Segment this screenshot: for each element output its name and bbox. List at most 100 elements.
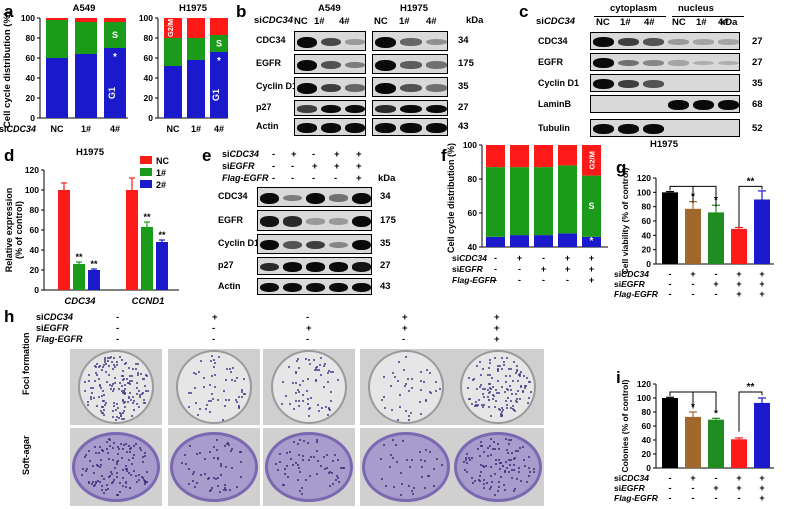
panel-e-blot-3-band-0 bbox=[259, 262, 280, 272]
panel-h-soft-colony bbox=[131, 462, 134, 465]
panel-b-lane-a549-0: NC bbox=[294, 16, 308, 27]
panel-h-soft-colony bbox=[110, 470, 113, 473]
panel-d-xtick-1: CCND1 bbox=[132, 296, 165, 307]
panel-h-soft-colony bbox=[501, 464, 504, 467]
panel-e-blot-1-band-1 bbox=[282, 216, 303, 227]
panel-h-soft-colony bbox=[138, 473, 141, 476]
panel-h-soft-colony bbox=[107, 487, 110, 490]
panel-i-star-2: * bbox=[714, 408, 718, 419]
panel-b-row-label-0: CDC34 bbox=[256, 35, 286, 45]
panel-h-foci-colony bbox=[320, 374, 323, 377]
panel-h-soft-colony bbox=[298, 490, 301, 493]
panel-h-foci-colony bbox=[105, 380, 108, 383]
panel-c-blot-3 bbox=[590, 95, 740, 113]
panel-a-bar-s-0-2 bbox=[104, 22, 126, 48]
panel-i-ylabel: Colonies (% of control) bbox=[620, 379, 630, 472]
panel-h-foci-colony bbox=[132, 400, 135, 403]
panel-h-sign-2-2: - bbox=[306, 334, 310, 345]
panel-h-foci-colony bbox=[108, 357, 111, 360]
panel-h-foci-colony bbox=[507, 389, 510, 392]
panel-h-soft-colony bbox=[423, 459, 426, 462]
panel-h-foci-colony bbox=[130, 399, 133, 402]
panel-d-ylabel-2: (% of control) bbox=[14, 201, 24, 259]
panel-h-foci-colony bbox=[295, 399, 298, 402]
panel-e-kda-value-2: 35 bbox=[380, 238, 391, 249]
panel-h-soft-colony bbox=[335, 475, 338, 478]
panel-h-soft-colony bbox=[238, 451, 241, 454]
panel-h-foci-colony bbox=[101, 411, 104, 414]
panel-h-soft-colony bbox=[113, 467, 116, 470]
panel-a-bar-g1-0-2 bbox=[104, 48, 126, 118]
panel-h-soft-colony bbox=[128, 487, 131, 490]
panel-h-soft-colony bbox=[497, 459, 500, 462]
panel-h-soft-colony bbox=[326, 466, 329, 469]
panel-d-ytick-label-0: 0 bbox=[34, 285, 39, 295]
panel-h-soft-colony bbox=[302, 440, 305, 443]
panel-h-foci-colony bbox=[98, 377, 101, 380]
panel-e-kda-value-0: 34 bbox=[380, 191, 391, 202]
panel-h-soft-colony bbox=[278, 461, 281, 464]
panel-h-soft-colony bbox=[208, 451, 211, 454]
panel-e-row-label-1: EGFR bbox=[218, 214, 244, 225]
panel-f-sign-2-1: - bbox=[518, 275, 521, 285]
panel-h-foci-dish-0 bbox=[78, 350, 154, 424]
panel-h-soft-colony bbox=[216, 457, 219, 459]
panel-h-foci-colony bbox=[297, 366, 300, 369]
panel-b-blot-a549-2-band-2 bbox=[344, 84, 365, 92]
panel-h-sign-1-3: + bbox=[402, 323, 408, 334]
panel-h-soft-colony bbox=[132, 444, 135, 447]
panel-h-foci-colony bbox=[515, 397, 518, 400]
panel-i-sign-2-4: + bbox=[759, 493, 764, 503]
panel-h-soft-colony bbox=[95, 452, 98, 455]
panel-h-foci-colony bbox=[104, 404, 107, 407]
panel-h-foci-colony bbox=[97, 395, 100, 398]
panel-h-foci-colony bbox=[99, 384, 102, 387]
panel-i-sign-2-3: - bbox=[738, 493, 741, 503]
panel-e-row-label-3: p27 bbox=[218, 260, 234, 270]
panel-e-sign-0-1: + bbox=[291, 149, 297, 160]
panel-h-foci-colony bbox=[305, 390, 308, 393]
panel-h-foci-colony bbox=[122, 392, 125, 395]
panel-h-soft-colony bbox=[419, 451, 422, 454]
panel-g-bar-3 bbox=[731, 228, 747, 264]
panel-h-soft-colony bbox=[144, 479, 147, 482]
panel-b-blot-h1975-0-band-1 bbox=[400, 38, 422, 46]
panel-a-bar-g2m-1-1 bbox=[187, 18, 205, 38]
panel-h-foci-colony bbox=[479, 385, 482, 388]
panel-h-soft-colony bbox=[499, 461, 502, 464]
panel-h-foci-colony bbox=[328, 370, 331, 373]
panel-h-soft-colony bbox=[480, 445, 483, 448]
panel-h-soft-colony bbox=[230, 467, 233, 470]
panel-h-foci-colony bbox=[329, 370, 332, 373]
panel-h-foci-colony bbox=[137, 362, 140, 365]
panel-h-foci-colony bbox=[241, 388, 244, 391]
panel-h-soft-colony bbox=[122, 484, 125, 487]
panel-h-foci-colony bbox=[130, 374, 133, 377]
panel-h-foci-colony bbox=[210, 400, 213, 403]
panel-h-foci-colony bbox=[282, 380, 285, 383]
panel-h-soft-colony bbox=[104, 489, 107, 492]
panel-h-foci-colony bbox=[296, 358, 299, 361]
panel-h-soft-colony bbox=[223, 484, 226, 487]
panel-e-sign-1-1: - bbox=[291, 161, 295, 172]
panel-h-soft-colony bbox=[326, 454, 329, 457]
panel-a-ytick-label-0-5: 100 bbox=[21, 13, 35, 23]
panel-h-soft-tile-2 bbox=[263, 428, 355, 506]
panel-c-blot-4-band-0 bbox=[593, 124, 614, 134]
panel-b-blot-h1975-2 bbox=[372, 77, 448, 97]
panel-h-foci-colony bbox=[496, 392, 499, 395]
panel-h-soft-colony bbox=[126, 469, 129, 472]
panel-f-sign-2-2: - bbox=[542, 275, 545, 285]
panel-h-rowlabel-0: Foci formation bbox=[21, 332, 31, 396]
panel-g-sign-0-2: - bbox=[715, 269, 718, 279]
panel-h-foci-colony bbox=[487, 382, 490, 385]
panel-a-bar-g1-1-2 bbox=[210, 52, 228, 118]
panel-h-soft-colony bbox=[512, 469, 515, 472]
panel-h-foci-colony bbox=[408, 389, 411, 392]
panel-h-foci-colony bbox=[498, 364, 501, 367]
panel-h-foci-colony bbox=[524, 385, 527, 388]
panel-h-foci-colony bbox=[105, 371, 108, 374]
panel-h-soft-colony bbox=[330, 471, 333, 474]
panel-b-lane-h1975-0: NC bbox=[374, 16, 388, 27]
panel-g-ytick-label-0: 0 bbox=[646, 259, 651, 269]
